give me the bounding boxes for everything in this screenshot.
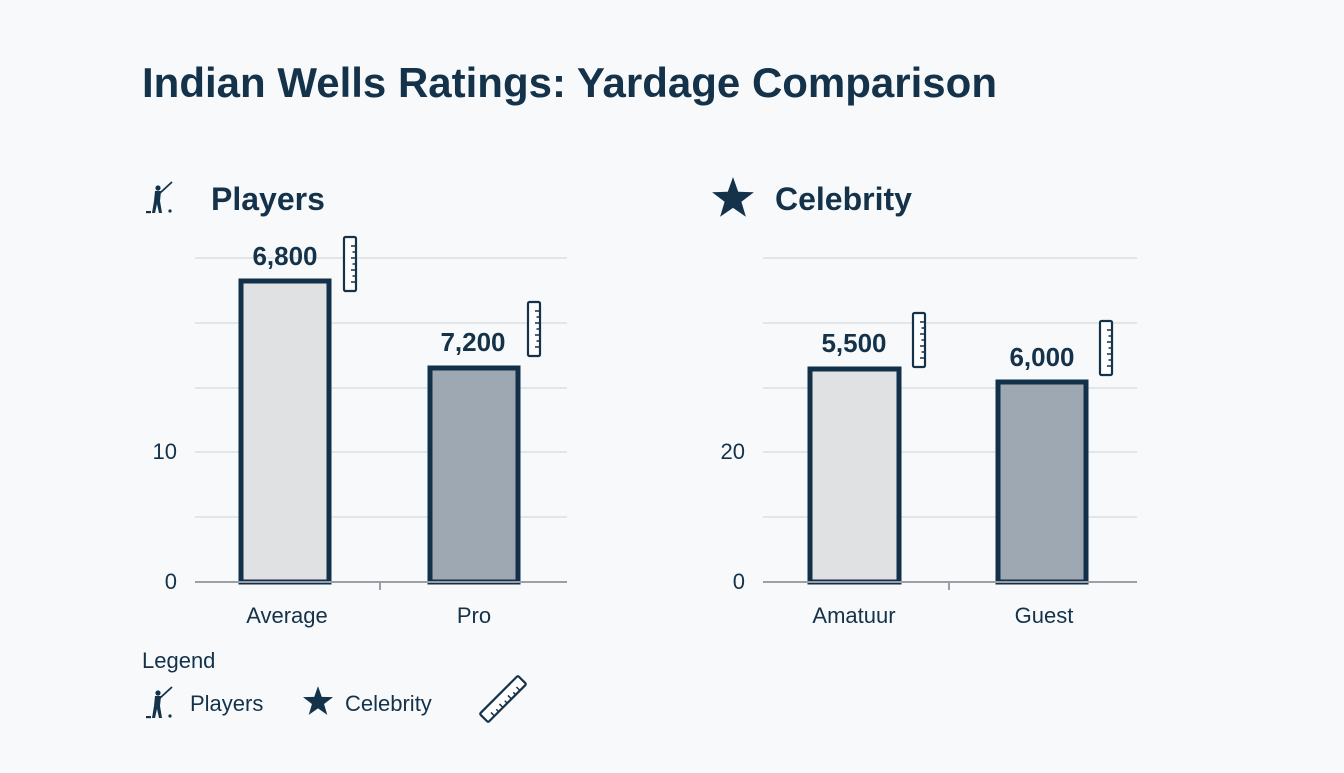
- legend-label-players: Players: [190, 691, 263, 716]
- golfer-icon: [145, 686, 173, 720]
- ruler-icon: [526, 300, 542, 358]
- ruler-icon: [478, 674, 528, 724]
- y-tick-label: 20: [721, 439, 745, 464]
- ruler-icon: [1098, 319, 1114, 377]
- bar-pro: [427, 365, 521, 585]
- golfer-icon: [145, 181, 173, 215]
- panel-celebrity: Celebrity 20 0 5,500 6,000 Amatuur Guest: [712, 177, 1137, 628]
- x-tick-label-amatuur: Amatuur: [812, 603, 895, 628]
- panel-title-players: Players: [211, 181, 325, 217]
- bar-guest: [995, 379, 1089, 585]
- legend-title: Legend: [142, 648, 215, 673]
- chart-title: Indian Wells Ratings: Yardage Comparison: [142, 59, 997, 106]
- y-tick-label: 10: [153, 439, 177, 464]
- panel-players: Players 10 0 6,800 7,200 Average Pro: [145, 181, 567, 628]
- panel-title-celebrity: Celebrity: [775, 181, 912, 217]
- y-tick-label: 0: [733, 569, 745, 594]
- x-tick-label-pro: Pro: [457, 603, 491, 628]
- data-label-guest: 6,000: [1009, 342, 1074, 372]
- bar-amatuur: [807, 366, 902, 585]
- data-label-average: 6,800: [252, 241, 317, 271]
- x-tick-label-guest: Guest: [1015, 603, 1074, 628]
- bar-average: [238, 278, 332, 585]
- star-icon: [302, 686, 334, 715]
- ruler-icon: [342, 235, 358, 293]
- legend: Legend Players Celebrity: [142, 648, 528, 724]
- data-label-pro: 7,200: [440, 327, 505, 357]
- y-tick-label: 0: [165, 569, 177, 594]
- x-tick-label-average: Average: [246, 603, 328, 628]
- data-label-amatuur: 5,500: [821, 328, 886, 358]
- star-icon: [712, 177, 754, 217]
- legend-label-celebrity: Celebrity: [345, 691, 432, 716]
- ruler-icon: [911, 311, 927, 369]
